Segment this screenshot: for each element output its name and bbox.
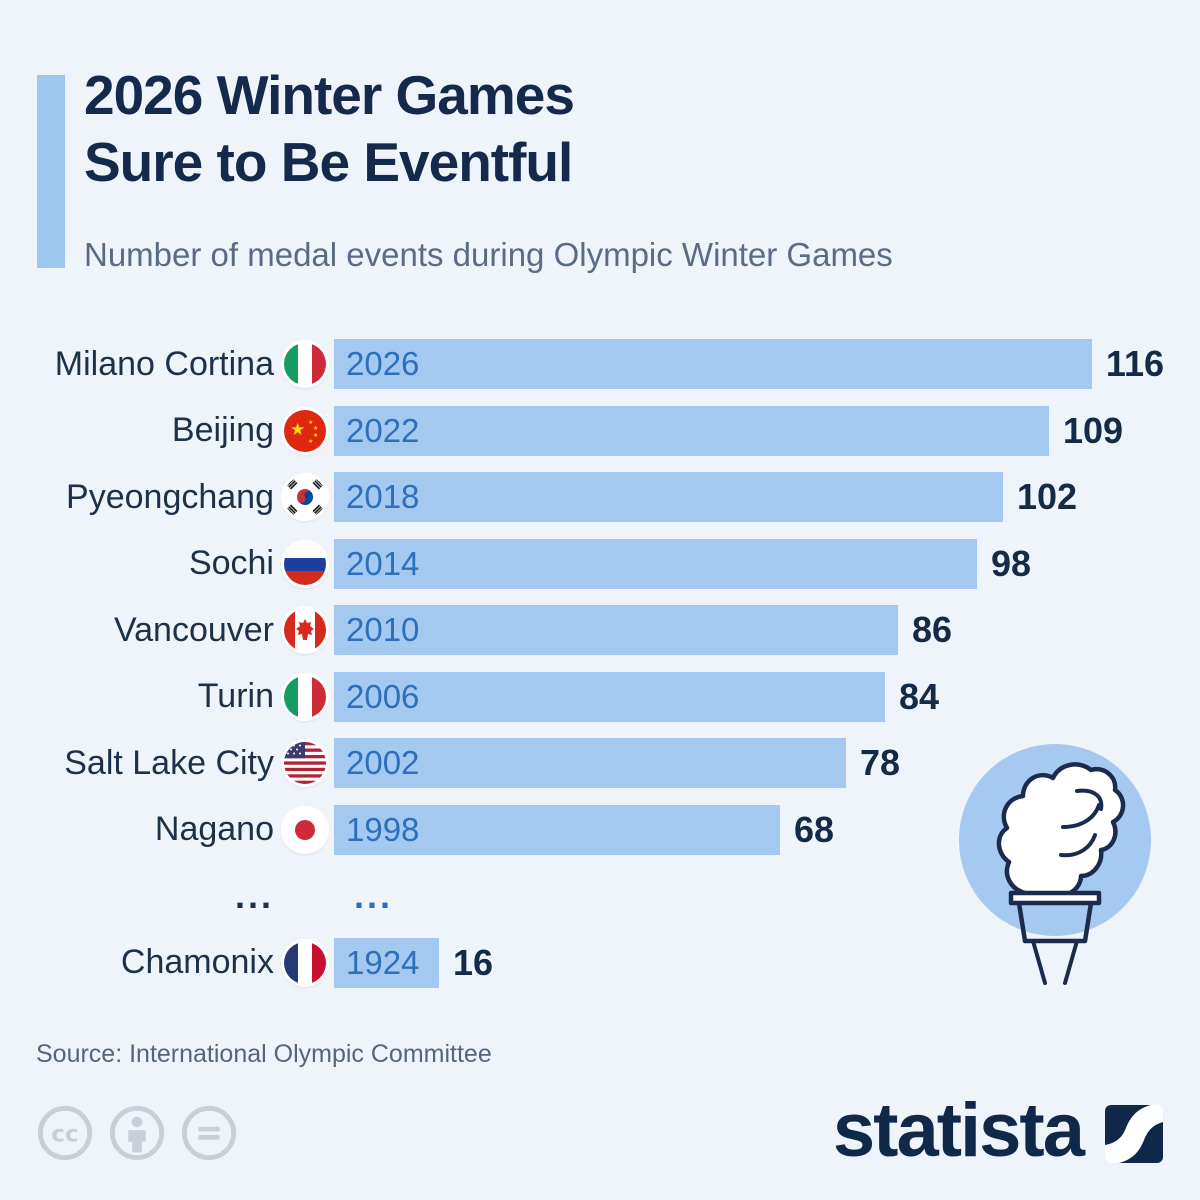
- svg-text:★: ★: [290, 420, 305, 440]
- svg-text:★: ★: [308, 438, 313, 445]
- title-line-1: 2026 Winter Games: [84, 64, 575, 126]
- chart-row: Turin 2006 84: [36, 664, 1164, 731]
- value-label: 78: [860, 742, 901, 784]
- value-label: 116: [1105, 343, 1164, 385]
- city-label: Milano Cortina: [54, 344, 274, 383]
- chart-row: Vancouver 2010 86: [36, 597, 1164, 664]
- china-flag-icon: ★ ★ ★ ★ ★: [284, 409, 326, 452]
- chart-row: Chamonix 1924 16: [36, 930, 1164, 997]
- year-label: 2018: [346, 478, 420, 516]
- value-label: 98: [991, 542, 1032, 584]
- chart-row-ellipsis: ... ...: [36, 863, 1164, 930]
- chart-row: Salt Lake City 2002 78: [36, 730, 1164, 797]
- italy-flag-icon: [284, 675, 326, 718]
- cc-nd-icon[interactable]: [180, 1104, 238, 1162]
- chart-row: Pyeongchang 2018 102: [36, 464, 1164, 531]
- japan-flag-icon: [284, 808, 326, 851]
- statista-logo-mark: [1105, 1105, 1163, 1163]
- year-label: 2006: [346, 677, 420, 715]
- statista-logo[interactable]: statista: [833, 1093, 1163, 1175]
- title-accent-bar: [37, 75, 65, 268]
- city-label: Nagano: [154, 810, 274, 849]
- year-ellipsis: ...: [354, 875, 394, 917]
- statista-wordmark: statista: [832, 1088, 1085, 1173]
- license-icons: cc: [36, 1104, 238, 1162]
- bar-chart: Milano Cortina 2026 116 Beijing ★ ★ ★ ★ ★ 20…: [36, 331, 1164, 996]
- cc-icon[interactable]: cc: [36, 1104, 94, 1162]
- chart-row: Nagano 1998 68: [36, 797, 1164, 864]
- year-label: 2022: [346, 411, 420, 449]
- chart-row: Sochi 2014 98: [36, 531, 1164, 598]
- chart-row: Beijing ★ ★ ★ ★ ★ 2022 109: [36, 398, 1164, 465]
- olympic-torch-icon: [959, 744, 1151, 985]
- bar: 2018: [334, 472, 1003, 523]
- title-line-2: Sure to Be Eventful: [84, 131, 573, 194]
- city-label: Beijing: [171, 411, 274, 450]
- page-subtitle: Number of medal events during Olympic Wi…: [84, 236, 893, 273]
- bar: 1998: [334, 804, 780, 855]
- year-label: 2010: [346, 611, 420, 649]
- italy-flag-icon: [284, 343, 326, 386]
- city-label: Chamonix: [120, 943, 274, 982]
- bar: 2026: [334, 339, 1092, 390]
- chart-row: Milano Cortina 2026 116: [36, 331, 1164, 398]
- usa-flag-icon: [284, 742, 326, 785]
- cc-by-icon[interactable]: [108, 1104, 166, 1162]
- russia-flag-icon: [284, 542, 326, 585]
- value-label: 16: [453, 941, 494, 983]
- source-note: Source: International Olympic Committee: [36, 1040, 492, 1068]
- city-label: Pyeongchang: [66, 477, 274, 516]
- city-label: Salt Lake City: [64, 743, 274, 782]
- value-label: 84: [899, 675, 940, 717]
- year-label: 2014: [346, 544, 420, 582]
- bar: 2002: [334, 738, 846, 789]
- bar: 2010: [334, 605, 898, 656]
- year-label: 1924: [346, 943, 420, 981]
- bar: 2006: [334, 671, 885, 722]
- value-label: 68: [794, 808, 835, 850]
- bar: 1924: [334, 937, 439, 988]
- svg-text:cc: cc: [51, 1121, 79, 1148]
- svg-text:★: ★: [313, 432, 318, 439]
- city-label: Vancouver: [113, 610, 274, 649]
- canada-flag-icon: [284, 609, 326, 652]
- year-label: 1998: [346, 810, 420, 848]
- city-label: Sochi: [188, 544, 274, 583]
- value-label: 86: [912, 609, 953, 651]
- value-label: 102: [1017, 476, 1078, 518]
- bar: 2014: [334, 538, 977, 589]
- bar: 2022: [334, 405, 1049, 456]
- france-flag-icon: [284, 941, 326, 984]
- year-label: 2002: [346, 744, 420, 782]
- label-ellipsis: ...: [234, 875, 274, 917]
- year-label: 2026: [346, 345, 420, 383]
- south-korea-flag-icon: [284, 476, 326, 519]
- svg-text:★: ★: [313, 425, 318, 432]
- svg-text:★: ★: [308, 419, 313, 426]
- page-title: 2026 Winter Games Sure to Be Eventful: [84, 62, 575, 196]
- value-label: 109: [1063, 409, 1124, 451]
- city-label: Turin: [197, 677, 274, 716]
